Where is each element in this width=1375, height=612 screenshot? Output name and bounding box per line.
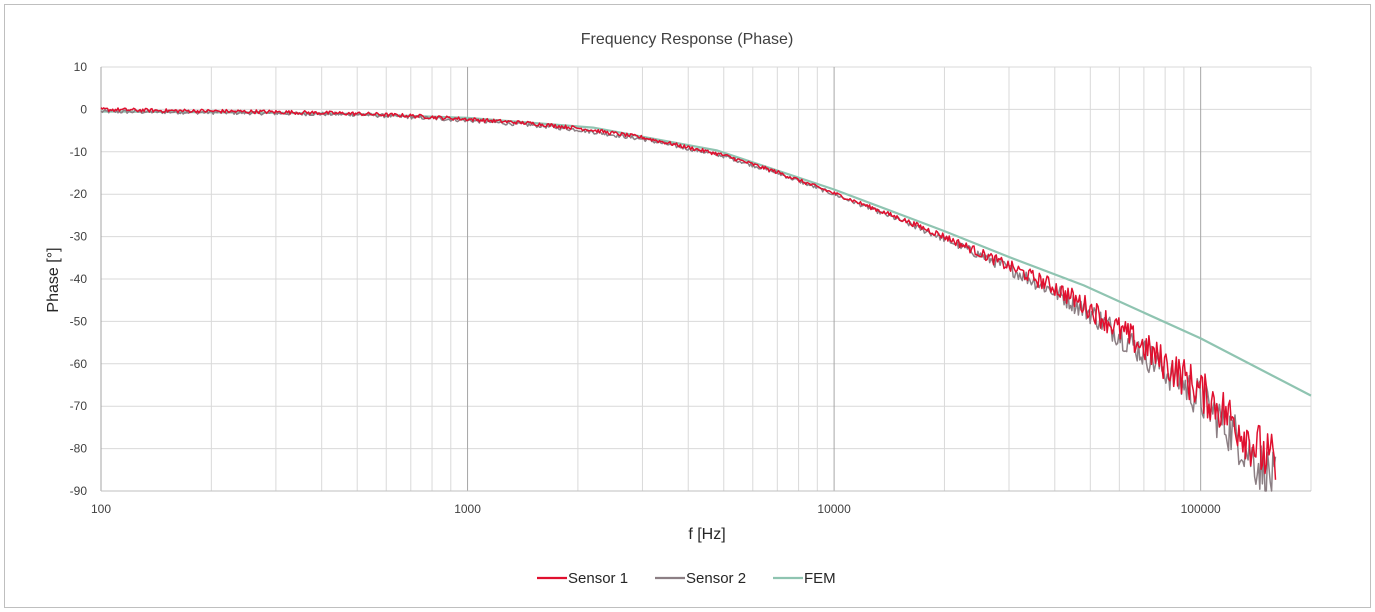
x-tick-label: 100: [91, 502, 111, 516]
series-line-fem: [100, 110, 1312, 397]
x-tick-labels: 100 1000 10000 100000: [91, 502, 1221, 516]
x-tick-label: 100000: [1181, 502, 1221, 516]
legend: Sensor 1 Sensor 2 FEM: [537, 570, 836, 587]
y-axis-label: Phase [°]: [45, 247, 62, 312]
chart-frame: [4, 4, 1371, 608]
y-tick-labels: 10 0 -10 -20 -30 -40 -50 -60 -70 -80 -90: [70, 60, 88, 498]
y-tick-label: -50: [70, 314, 88, 328]
series-line-sensor-1: [100, 107, 1277, 480]
chart-title: Frequency Response (Phase): [581, 31, 794, 48]
y-tick-label: -80: [70, 442, 88, 456]
y-tick-label: -90: [70, 484, 88, 498]
y-tick-label: -20: [70, 187, 88, 201]
legend-label: Sensor 2: [686, 570, 746, 587]
x-tick-label: 1000: [454, 502, 481, 516]
x-tick-label: 10000: [817, 502, 851, 516]
y-tick-label: -10: [70, 145, 88, 159]
grid-lines: [100, 66, 1312, 492]
y-tick-label: -30: [70, 230, 88, 244]
x-axis-label: f [Hz]: [688, 526, 725, 543]
y-tick-label: 10: [74, 60, 88, 74]
legend-label: FEM: [804, 570, 836, 587]
y-tick-label: -40: [70, 272, 88, 286]
legend-label: Sensor 1: [568, 570, 628, 587]
y-tick-label: -70: [70, 399, 88, 413]
y-tick-label: 0: [80, 102, 87, 116]
series-lines: [100, 107, 1312, 492]
y-tick-label: -60: [70, 357, 88, 371]
